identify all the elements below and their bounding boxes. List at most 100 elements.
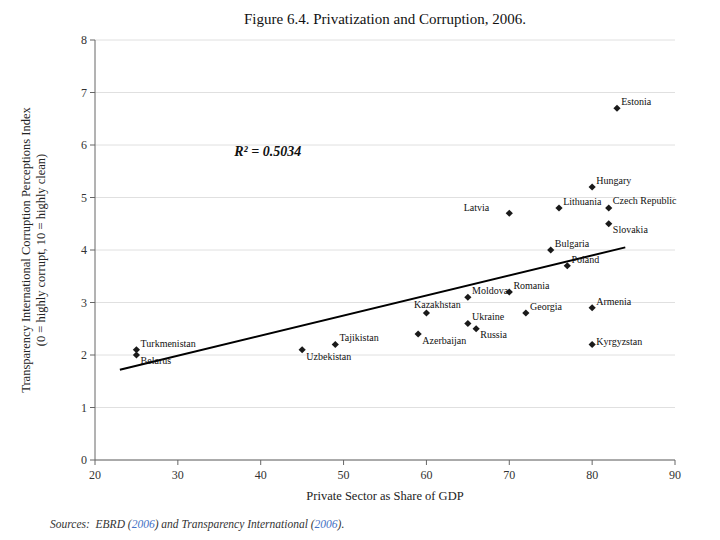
y-tick-label: 2 (81, 348, 87, 362)
point-label: Uzbekistan (306, 351, 351, 362)
grid (95, 40, 675, 460)
source-part: ). (337, 518, 345, 531)
point-label: Latvia (464, 202, 490, 213)
y-tick-label: 7 (81, 86, 87, 100)
point-label: Ukraine (472, 311, 505, 322)
point (506, 210, 513, 217)
point-labels: Turkmenistan Belarus Uzbekistan Tajikistan A… (141, 96, 677, 366)
point-label: Kyrgyzstan (596, 336, 642, 347)
point-label: Czech Republic (613, 195, 677, 206)
axes: 0 1 2 3 4 5 6 7 8 20 30 40 50 60 70 80 90 (81, 33, 681, 482)
y-tick (90, 250, 95, 251)
point (133, 351, 140, 358)
y-axis-label: Transparency International Corruption Pe… (19, 106, 48, 392)
point-label: Russia (480, 329, 507, 340)
point (547, 246, 554, 253)
x-tick (426, 460, 427, 465)
point (415, 330, 422, 337)
annotation: R² = 0.5034 (233, 144, 301, 159)
y-tick-label: 8 (81, 33, 87, 47)
x-tick-label: 20 (89, 468, 101, 482)
point (589, 183, 596, 190)
point (605, 220, 612, 227)
x-tick (95, 460, 96, 465)
y-axis-label-line: (0 = highly corrupt, 10 = highly clean) (34, 154, 48, 347)
y-tick (90, 145, 95, 146)
x-tick-label: 40 (255, 468, 267, 482)
point (605, 204, 612, 211)
point (299, 346, 306, 353)
y-tick-label: 6 (81, 138, 87, 152)
y-tick-label: 0 (81, 453, 87, 467)
trend-line (120, 247, 625, 369)
chart: 0 1 2 3 4 5 6 7 8 20 30 40 50 60 70 80 90 Figure 6.4. Pri… (0, 0, 720, 540)
x-tick-label: 50 (338, 468, 350, 482)
y-tick (90, 355, 95, 356)
y-tick-label: 3 (81, 296, 87, 310)
point-label: Bulgaria (555, 238, 590, 249)
source: Sources: EBRD (2006) and Transparency In… (50, 518, 344, 531)
point (473, 325, 480, 332)
point-label: Azerbaijan (422, 335, 466, 346)
source-part: Sources: (50, 518, 90, 530)
grid-line (95, 145, 675, 146)
point (555, 204, 562, 211)
y-tick (90, 302, 95, 303)
source-part: EBRD ( (90, 518, 133, 531)
y-tick (90, 197, 95, 198)
x-tick-label: 70 (503, 468, 515, 482)
y-axis-line (95, 40, 96, 460)
point-label: Belarus (141, 355, 172, 366)
x-tick (675, 460, 676, 465)
point-label: Romania (513, 280, 550, 291)
y-tick-label: 4 (81, 243, 87, 257)
x-tick (260, 460, 261, 465)
point (564, 262, 571, 269)
point-label: Moldova (472, 285, 509, 296)
marks (120, 105, 625, 370)
point-label: Georgia (530, 301, 563, 312)
point (423, 309, 430, 316)
point-label: Slovakia (613, 224, 649, 235)
grid-line (95, 92, 675, 93)
source-part: ) and Transparency International ( (154, 518, 316, 531)
y-tick (90, 407, 95, 408)
point-label: Hungary (596, 175, 631, 186)
point (522, 309, 529, 316)
grid-line (95, 302, 675, 303)
point-label: Poland (571, 254, 599, 265)
point-label: Estonia (621, 96, 652, 107)
x-tick-label: 60 (420, 468, 432, 482)
y-tick-label: 5 (81, 191, 87, 205)
title: Figure 6.4. Privatization and Corruption… (244, 11, 526, 27)
grid-line (95, 250, 675, 251)
point (332, 341, 339, 348)
point-label: Turkmenistan (141, 338, 196, 349)
point (589, 341, 596, 348)
point-label: Armenia (596, 296, 632, 307)
point (464, 320, 471, 327)
point (589, 304, 596, 311)
x-tick-label: 30 (172, 468, 184, 482)
x-axis-label: Private Sector as Share of GDP (306, 489, 463, 503)
point (613, 105, 620, 112)
point-label: Tajikistan (339, 332, 378, 343)
grid-line (95, 460, 675, 461)
y-tick (90, 460, 95, 461)
grid-line (95, 407, 675, 408)
x-tick (177, 460, 178, 465)
y-tick (90, 92, 95, 93)
y-tick-label: 1 (81, 401, 87, 415)
x-tick-label: 90 (669, 468, 681, 482)
point-label: Lithuania (563, 196, 602, 207)
source-part: 2006 (132, 518, 155, 530)
grid-line (95, 40, 675, 41)
x-axis-line (95, 460, 675, 461)
y-tick (90, 40, 95, 41)
x-tick-label: 80 (586, 468, 598, 482)
x-tick (343, 460, 344, 465)
point (464, 294, 471, 301)
point-label: Kazakhstan (414, 299, 461, 310)
x-tick (592, 460, 593, 465)
x-tick (509, 460, 510, 465)
